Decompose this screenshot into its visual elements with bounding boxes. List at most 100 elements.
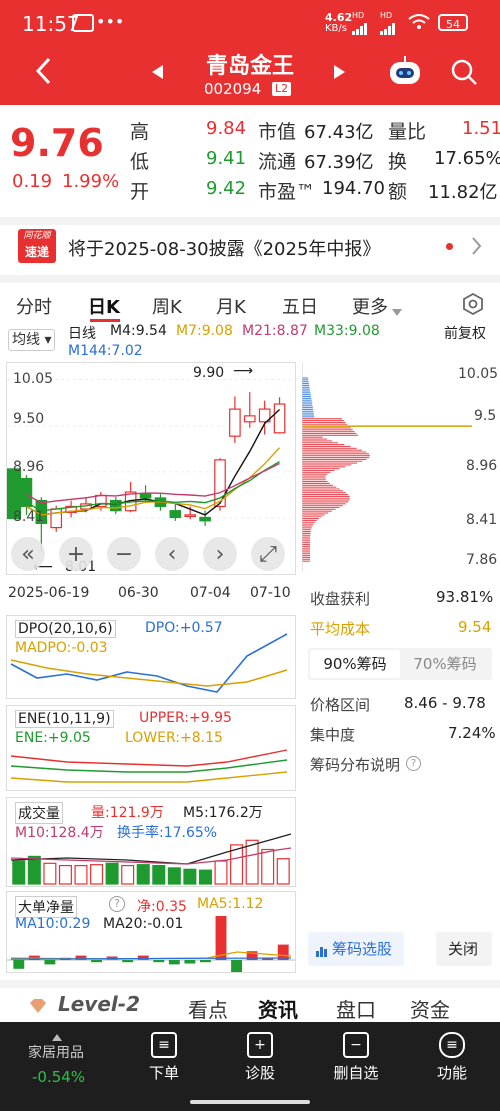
control-rewind[interactable]: « [11,537,45,571]
tab-daily[interactable]: 日K [88,297,120,318]
tab-chip-70[interactable]: 70%筹码 [413,655,477,673]
tab-level2[interactable]: Level-2 [58,992,140,1016]
search-icon[interactable] [450,58,478,86]
candle-body-6 [109,499,122,512]
more-dots-icon: ••• [96,12,125,31]
notice-text: 将于2025-08-30披露《2025年中报》 [68,239,381,260]
ene-panel[interactable]: ENE(10,11,9) UPPER:+9.95 ENE:+9.05 LOWER… [6,705,296,791]
volume-panel[interactable]: 成交量 量:121.9万 M5:176.2万 M10:128.4万 换手率:17… [6,797,296,887]
big-order-bar-4 [75,955,87,960]
bottom-functions-label: 功能 [436,1064,467,1082]
y-tick-2: 9.50 [13,411,45,427]
tab-news[interactable]: 资讯 [258,998,298,1022]
volume-label[interactable]: 成交量 [15,802,63,824]
range-value: 8.46 - 9.78 [404,694,486,712]
big-order-bar-17 [277,944,289,960]
big-order-panel[interactable]: 大单净量 ? 净:0.35 MA5:1.12 MA10:0.29 MA20:-0… [6,891,296,973]
kline-chart[interactable]: 10.05 9.50 8.96 8.41 9.90 ⟶ ⟵ 8.01 « + −… [6,362,296,575]
volume-bar-11 [183,868,197,885]
status-bar: 11:57 ••• 4.62 KB/s HD HD 54 [0,0,500,48]
x-axis: 2025-06-19 06-30 07-04 07-10 [0,583,300,605]
chip-tick-4: 8.41 [466,512,498,528]
chip-info: 收盘获利 93.81% 平均成本 9.54 90%筹码 70%筹码 价格区间 8… [302,580,496,980]
secondary-tabs: Level-2 看点 资讯 盘口 资金 [0,980,500,1022]
ene-label[interactable]: ENE(10,11,9) [15,710,114,728]
volume-turnover: 换手率:17.65% [117,825,218,841]
bottom-remove-watch[interactable]: − 删自选 [316,1022,396,1083]
bottom-diagnose[interactable]: + 诊股 [220,1022,300,1083]
net-speed: 4.62 [325,11,353,24]
nav-bar: 青岛金王 002094 L2 [0,44,500,104]
explain-help-icon[interactable]: ? [406,756,421,771]
candle-body-15 [243,415,256,423]
volume-bar-10 [167,867,181,885]
ma-selector[interactable]: 均线 ▾ [8,329,56,351]
robot-assistant-icon[interactable] [388,56,422,86]
battery-icon: 54 [438,14,468,31]
tab-more[interactable]: 更多 [352,297,388,318]
help-icon[interactable]: ? [109,896,125,912]
stock-code: 002094 [204,80,262,98]
chip-explain[interactable]: 筹码分布说明 [310,756,401,774]
y-tick-1: 10.05 [13,371,54,387]
notice-arrow-icon [472,237,482,259]
volume-bar-0 [12,860,26,885]
control-zoom-out[interactable]: − [107,537,141,571]
volume-m10-line [10,847,292,865]
tab-intraday[interactable]: 分时 [16,297,52,318]
chip-close-button[interactable]: 关闭 [436,932,492,966]
y-tick-4: 8.41 [13,509,45,525]
notice-banner[interactable]: 同花顺 速递 将于2025-08-30披露《2025年中报》 [0,217,500,267]
ma21-line [26,462,280,504]
big-order-ma5: MA5:1.12 [197,896,264,912]
control-zoom-in[interactable]: + [59,537,93,571]
volume-m10: M10:128.4万 [15,825,104,841]
tab-capital[interactable]: 资金 [410,998,450,1022]
chip-tick-1: 10.05 [458,366,499,382]
quote-label-volratio: 量比 [388,121,427,143]
control-prev[interactable]: ‹ [155,537,189,571]
control-fullscreen[interactable]: ⤢ [251,537,285,571]
candle-body-14 [229,408,241,437]
settings-hex-icon[interactable] [462,292,484,319]
volume-bar-12 [198,869,212,885]
tab-weekly[interactable]: 周K [152,297,182,318]
big-order-label[interactable]: 大单净量 [15,896,77,918]
bottom-diagnose-label: 诊股 [244,1064,275,1082]
big-order-ma20: MA20:-0.01 [103,916,184,932]
range-label: 价格区间 [310,696,371,714]
bottom-remove-label: 删自选 [333,1064,379,1082]
candle-body-10 [169,510,182,519]
quote-label-open: 开 [130,181,150,203]
big-order-bar-13 [215,916,227,960]
volume-bar-9 [152,864,166,885]
conc-label: 集中度 [310,726,356,744]
bottom-order[interactable]: ≡ 下单 [124,1022,204,1083]
tab-orderbook[interactable]: 盘口 [336,998,376,1022]
adjust-mode[interactable]: 前复权 [444,326,486,342]
tab-monthly[interactable]: 月K [216,297,246,318]
control-next[interactable]: › [203,537,237,571]
quote-label-amount: 额 [388,181,408,203]
volume-bar-15 [245,839,259,885]
bottom-nav: 家居用品 -0.54% ≡ 下单 + 诊股 − 删自选 ≡ 功能 [0,1022,500,1111]
candle-body-17 [273,403,286,434]
status-time: 11:57 [22,12,80,36]
dpo-panel[interactable]: DPO(20,10,6) DPO:+0.57 MADPO:-0.03 [6,615,296,699]
prev-stock-icon[interactable] [152,64,164,83]
bottom-functions[interactable]: ≡ 功能 [412,1022,492,1083]
quote-label-mktcap: 市值 [258,121,297,143]
chip-select-button[interactable]: 筹码选股 [308,932,404,966]
tab-chip-90[interactable]: 90%筹码 [310,650,400,678]
x-label-2: 06-30 [118,585,159,601]
tab-fiveday[interactable]: 五日 [282,297,318,318]
back-arrow-icon[interactable] [32,56,56,86]
chip-close-label: 关闭 [448,940,479,958]
dpo-label[interactable]: DPO(20,10,6) [15,620,116,638]
tab-highlights[interactable]: 看点 [188,998,228,1022]
period-label: 日线 [68,326,96,342]
next-stock-icon[interactable] [334,64,346,83]
sector-caret-icon [52,1026,62,1045]
sector-name[interactable]: 家居用品 [28,1045,84,1061]
diamond-icon [30,998,46,1013]
